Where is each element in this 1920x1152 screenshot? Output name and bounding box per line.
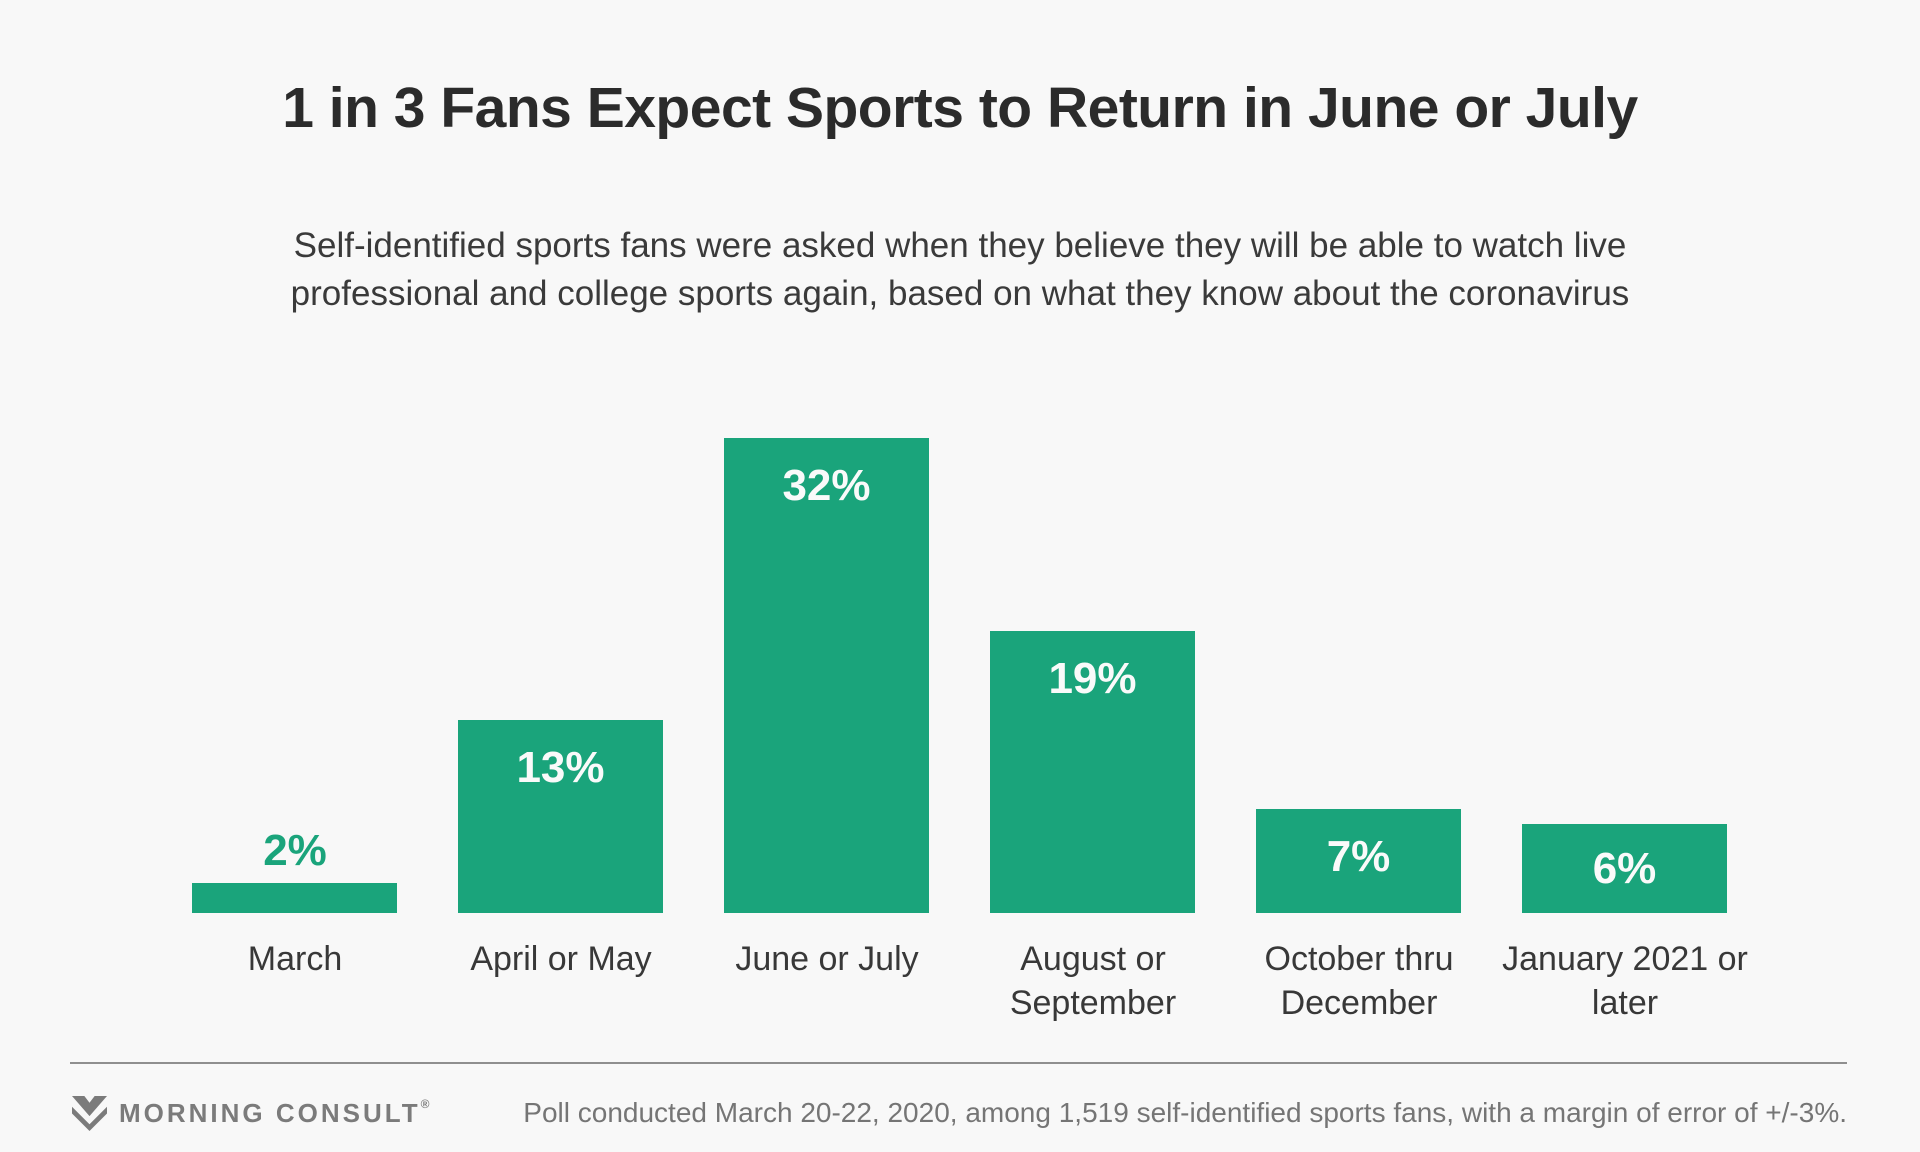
morning-consult-m-icon [72,1095,107,1131]
bar-column: 32% June or July [694,360,960,978]
bar-category-label: March [165,937,425,981]
morning-consult-logo: MORNING CONSULT® [72,1095,430,1131]
poll-methodology-note: Poll conducted March 20-22, 2020, among … [523,1097,1847,1128]
bar-value-label: 6% [1592,843,1657,893]
registered-trademark-symbol: ® [420,1097,430,1111]
bar-category-label: October thru December [1229,937,1489,1025]
bar-chart: 2% March 13% April or May 32% June or July 19%… [162,360,1758,1022]
chart-subtitle-line-1: Self-identified sports fans were asked w… [293,226,1627,265]
bar-category-label-line: March [247,940,343,978]
bar-value-label: 2% [263,826,327,875]
bar: 32% [724,438,929,913]
bar-value-label: 32% [782,461,871,510]
bar-category-label-line: April or May [470,940,652,978]
bar-category-label: April or May [431,937,691,981]
bar-column: 2% March [162,360,428,978]
footer: MORNING CONSULT® Poll conducted March 20… [72,1088,1847,1138]
bar-category-label-line: September [1009,984,1177,1022]
bar-value-label: 13% [516,743,605,792]
bar-category-label-line: January 2021 or [1502,940,1748,978]
bar-category-label-line: December [1280,984,1438,1022]
bar-column: 13% April or May [428,360,694,978]
bar-category-label: June or July [697,937,957,981]
bar-column: 6% January 2021 or later [1492,360,1758,1022]
bar-value-label: 19% [1048,654,1137,703]
footer-divider [70,1062,1847,1064]
bar: 6% [1522,824,1727,913]
chart-subtitle-line-2: professional and college sports again, b… [290,274,1630,313]
bar: 19% [990,631,1195,913]
bar-column: 19% August or September [960,360,1226,1022]
bar-category-label-line: October thru [1264,940,1454,978]
brand-name: MORNING CONSULT® [119,1097,430,1128]
chart-title: 1 in 3 Fans Expect Sports to Return in J… [282,76,1638,140]
bar-column: 7% October thru December [1226,360,1492,1022]
bar-category-label: January 2021 or later [1495,937,1755,1025]
bar: 7% [1256,809,1461,913]
bar-value-label: 7% [1326,832,1391,881]
bar-category-label: August or September [963,937,1223,1025]
bar: 13% [458,720,663,913]
bar [192,883,397,913]
chart-subtitle: Self-identified sports fans were asked w… [0,222,1920,318]
bar-category-label-line: August or [1020,940,1166,978]
bar-category-label-line: June or July [735,940,919,978]
bar-category-label-line: later [1591,984,1659,1022]
